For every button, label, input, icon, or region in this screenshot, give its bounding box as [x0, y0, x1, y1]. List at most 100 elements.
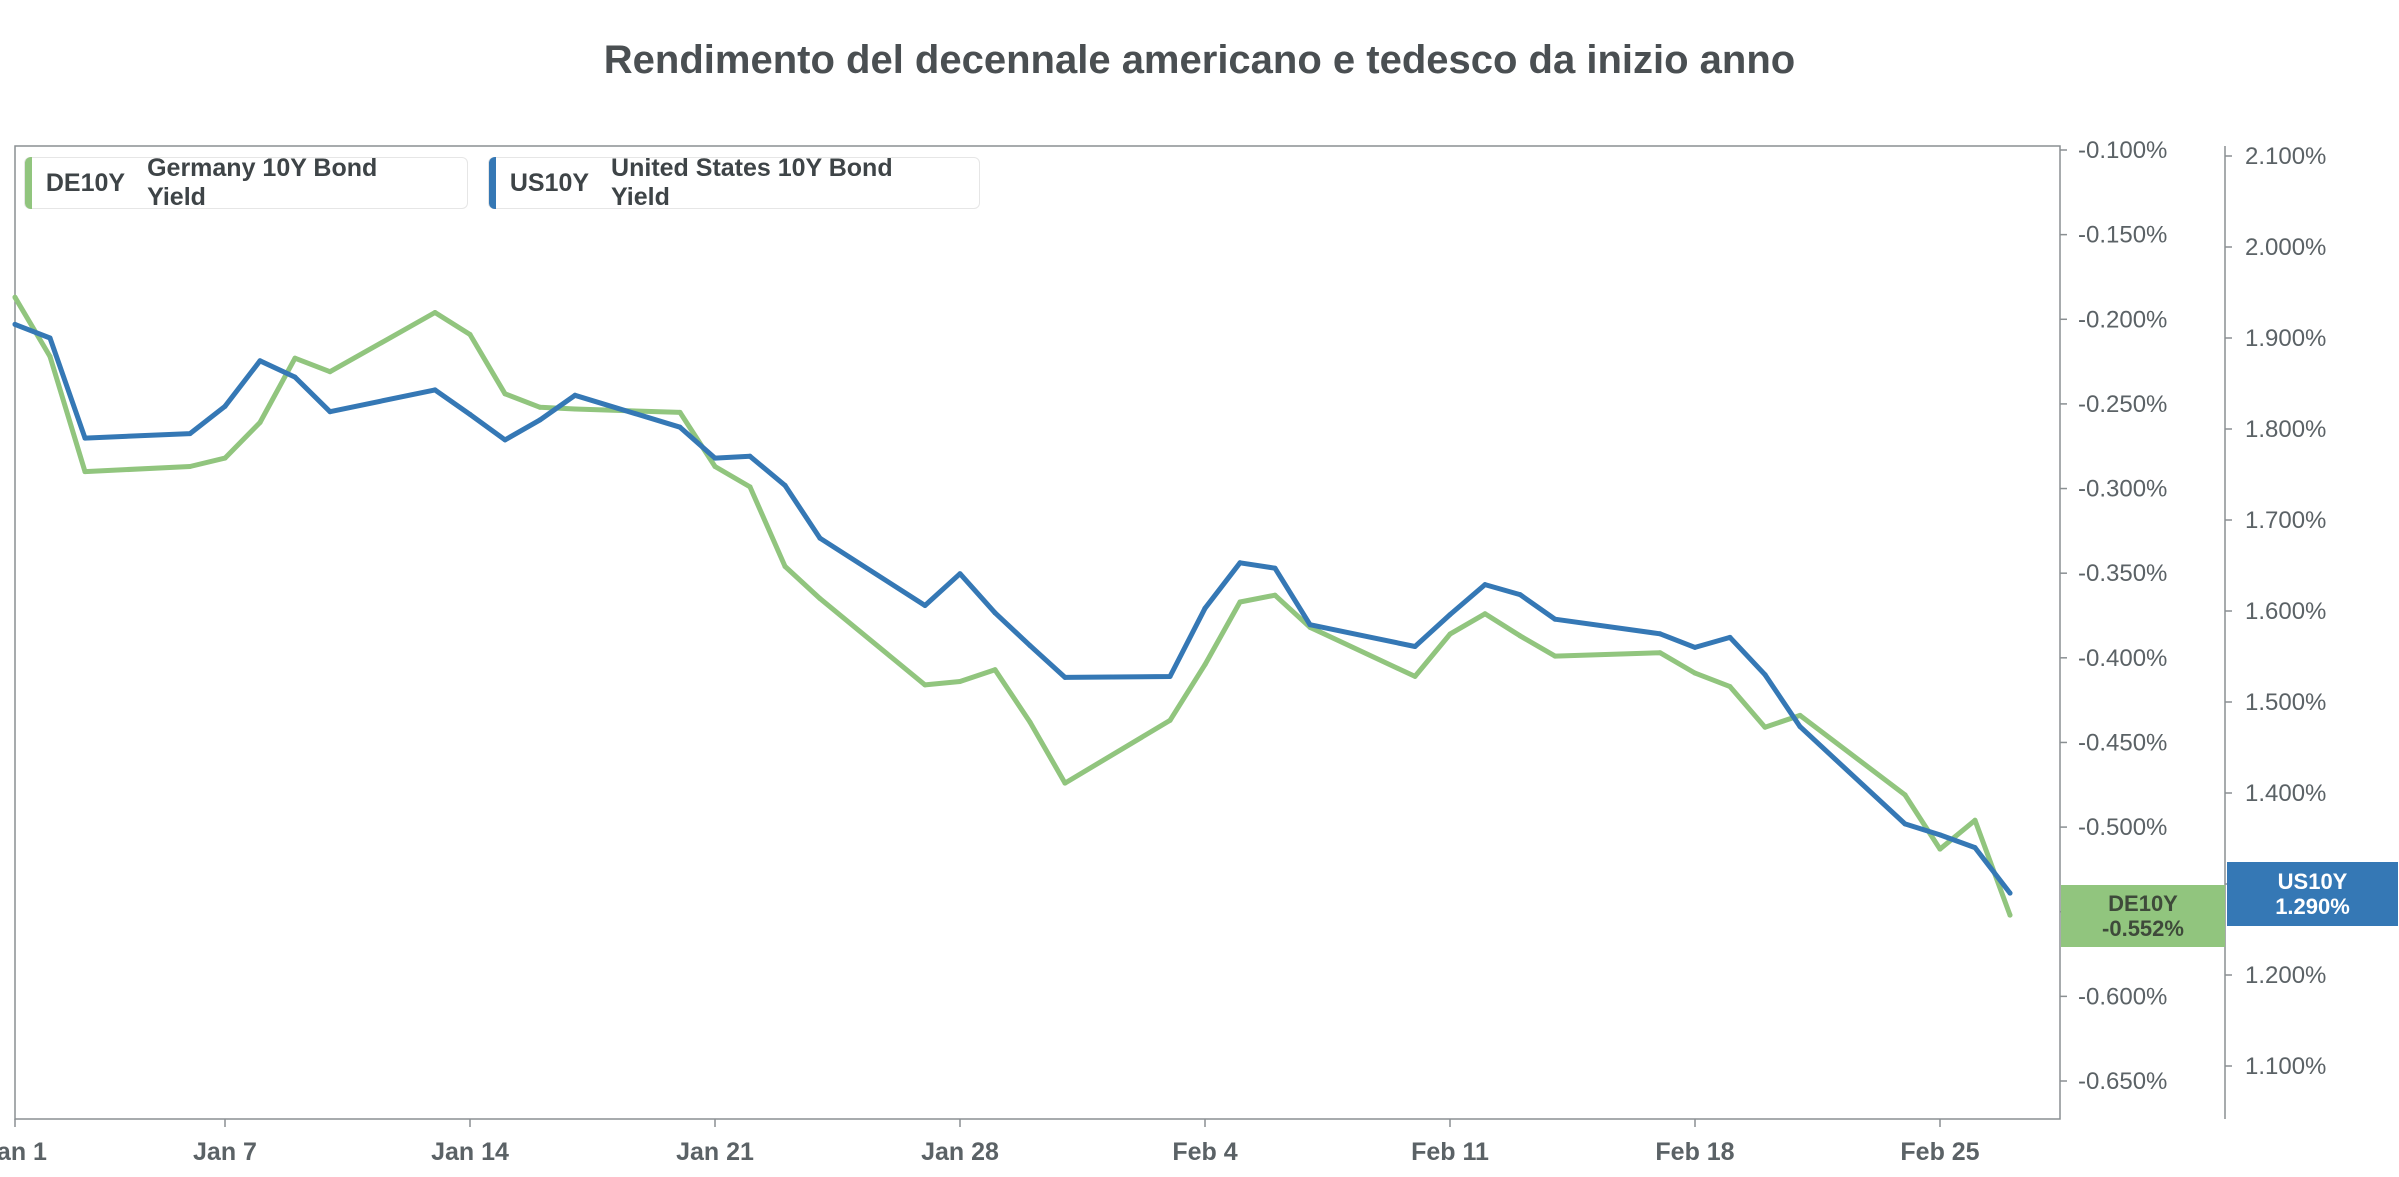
data-point-us10y[interactable]	[712, 455, 718, 461]
data-point-de10y[interactable]	[1167, 717, 1173, 723]
data-point-de10y[interactable]	[992, 667, 998, 673]
data-point-de10y[interactable]	[1237, 599, 1243, 605]
data-point-us10y[interactable]	[432, 387, 438, 393]
data-point-us10y[interactable]	[1902, 821, 1908, 827]
legend-code-de10y: DE10Y	[45, 168, 126, 197]
data-point-de10y[interactable]	[1692, 670, 1698, 676]
us-axis-tick-label: 1.100%	[2245, 1053, 2326, 1080]
data-point-us10y[interactable]	[922, 603, 928, 608]
data-point-de10y[interactable]	[1517, 633, 1523, 639]
data-point-us10y[interactable]	[1797, 724, 1803, 730]
data-point-us10y[interactable]	[992, 610, 998, 616]
data-point-de10y[interactable]	[222, 455, 228, 461]
data-point-de10y[interactable]	[572, 406, 578, 412]
data-point-us10y[interactable]	[2007, 890, 2013, 896]
data-point-us10y[interactable]	[1517, 592, 1523, 598]
data-point-us10y[interactable]	[537, 417, 543, 423]
data-point-de10y[interactable]	[502, 391, 508, 397]
data-point-de10y[interactable]	[1482, 611, 1488, 617]
data-point-de10y[interactable]	[187, 464, 193, 469]
data-point-de10y[interactable]	[1937, 846, 1943, 852]
data-point-de10y[interactable]	[1902, 792, 1908, 798]
de-axis-tick-label: -0.600%	[2078, 983, 2167, 1010]
data-point-us10y[interactable]	[12, 321, 18, 327]
x-axis-tick-label: Feb 25	[1900, 1138, 1979, 1166]
data-point-de10y[interactable]	[1972, 817, 1978, 823]
data-point-de10y[interactable]	[747, 484, 753, 490]
legend-item-de10y[interactable]: DE10Y Germany 10Y Bond Yield	[24, 154, 468, 211]
data-point-us10y[interactable]	[1762, 672, 1768, 678]
data-point-us10y[interactable]	[292, 374, 298, 380]
data-point-de10y[interactable]	[1447, 631, 1453, 637]
data-point-us10y[interactable]	[502, 437, 508, 443]
data-point-de10y[interactable]	[292, 355, 298, 361]
data-point-de10y[interactable]	[1727, 684, 1733, 690]
data-point-us10y[interactable]	[1692, 644, 1698, 650]
data-point-de10y[interactable]	[327, 369, 333, 375]
data-point-de10y[interactable]	[82, 469, 88, 475]
legend-name-us10y: United States 10Y Bond Yield	[611, 154, 893, 211]
de-axis-tick-label: -0.500%	[2078, 814, 2167, 841]
data-point-de10y[interactable]	[1412, 673, 1418, 679]
data-point-de10y[interactable]	[677, 409, 683, 415]
data-point-us10y[interactable]	[1272, 565, 1278, 571]
us10y-last-value-tag: US10Y 1.290%	[2227, 862, 2398, 926]
de-axis-tick-label: -0.350%	[2078, 560, 2167, 587]
data-point-us10y[interactable]	[1412, 644, 1418, 649]
data-point-us10y[interactable]	[467, 411, 473, 417]
us-axis-tick-label: 1.200%	[2245, 962, 2326, 989]
data-point-de10y[interactable]	[782, 563, 788, 569]
series-line-us10y[interactable]	[12, 321, 2013, 896]
de-axis-tick-label: -0.300%	[2078, 476, 2167, 503]
data-point-de10y[interactable]	[47, 354, 53, 359]
data-point-us10y[interactable]	[1937, 832, 1943, 838]
data-point-us10y[interactable]	[747, 453, 753, 459]
data-point-de10y[interactable]	[1062, 780, 1068, 786]
data-point-us10y[interactable]	[1167, 674, 1173, 679]
data-point-de10y[interactable]	[712, 464, 718, 469]
data-point-us10y[interactable]	[187, 431, 193, 437]
data-point-de10y[interactable]	[1272, 592, 1278, 598]
data-point-us10y[interactable]	[817, 535, 823, 541]
data-point-de10y[interactable]	[537, 404, 543, 410]
data-point-us10y[interactable]	[1447, 612, 1453, 618]
data-point-de10y[interactable]	[1027, 719, 1033, 725]
data-point-us10y[interactable]	[222, 403, 228, 409]
plot-frame	[14, 145, 2061, 1120]
data-point-de10y[interactable]	[1202, 662, 1208, 668]
data-point-de10y[interactable]	[957, 679, 963, 684]
data-point-de10y[interactable]	[817, 596, 823, 602]
data-point-us10y[interactable]	[1307, 622, 1313, 628]
de10y-tag-code: DE10Y	[2108, 891, 2178, 916]
data-point-us10y[interactable]	[1482, 582, 1488, 588]
data-point-de10y[interactable]	[1797, 712, 1803, 718]
data-point-us10y[interactable]	[1657, 631, 1663, 637]
data-point-us10y[interactable]	[257, 358, 263, 364]
legend-item-us10y[interactable]: US10Y United States 10Y Bond Yield	[488, 154, 980, 211]
data-point-us10y[interactable]	[677, 424, 683, 430]
data-point-us10y[interactable]	[1972, 845, 1978, 851]
data-point-us10y[interactable]	[1062, 674, 1068, 680]
data-point-us10y[interactable]	[1027, 643, 1033, 649]
series-line-de10y[interactable]	[12, 294, 2013, 918]
legend-code-us10y: US10Y	[509, 168, 590, 197]
data-point-us10y[interactable]	[327, 409, 333, 415]
data-point-de10y[interactable]	[12, 294, 18, 300]
data-point-us10y[interactable]	[47, 335, 53, 341]
data-point-us10y[interactable]	[1237, 560, 1243, 566]
data-point-de10y[interactable]	[432, 310, 438, 315]
data-point-us10y[interactable]	[572, 392, 578, 398]
data-point-us10y[interactable]	[1727, 634, 1733, 640]
data-point-us10y[interactable]	[1552, 616, 1558, 622]
data-point-us10y[interactable]	[82, 435, 88, 441]
data-point-de10y[interactable]	[1762, 724, 1768, 730]
data-point-de10y[interactable]	[257, 420, 263, 425]
data-point-us10y[interactable]	[957, 571, 963, 577]
data-point-de10y[interactable]	[467, 332, 473, 337]
data-point-de10y[interactable]	[922, 682, 928, 688]
data-point-us10y[interactable]	[1202, 605, 1208, 611]
data-point-de10y[interactable]	[2007, 912, 2013, 918]
data-point-us10y[interactable]	[782, 482, 788, 488]
data-point-de10y[interactable]	[1552, 653, 1558, 659]
data-point-de10y[interactable]	[1657, 650, 1663, 656]
